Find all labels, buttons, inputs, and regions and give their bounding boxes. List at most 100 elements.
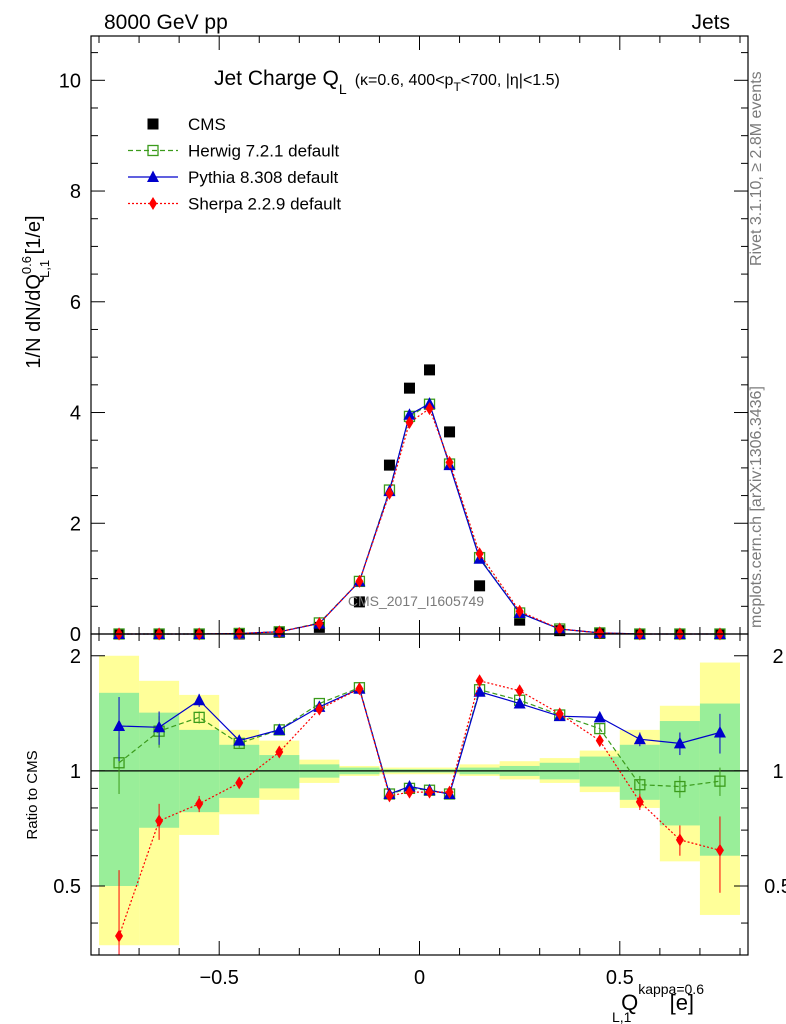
- x-label-text: Q: [621, 990, 638, 1015]
- ratio-data-point: [425, 785, 434, 799]
- mcplots-credit-label: mcplots.cern.ch [arXiv:1306.3436]: [748, 386, 765, 628]
- ratio-data-point: [473, 685, 486, 697]
- main-y-tick-label: 8: [70, 181, 81, 203]
- ratio-data-point: [714, 775, 726, 787]
- main-y-tick-label: 4: [70, 403, 81, 425]
- ratio-data-point: [634, 779, 646, 791]
- x-tick-label: 0.5: [606, 967, 634, 989]
- ratio-data-point: [593, 710, 606, 723]
- ratio-y-tick-label: 1: [772, 761, 783, 783]
- main-data-point: [403, 382, 415, 394]
- ratio-y-tick-label: 2: [70, 646, 81, 668]
- ratio-data-point: [153, 720, 166, 733]
- ratio-data-point: [233, 734, 246, 746]
- ratio-data-point: [193, 693, 206, 706]
- main-data-point: [425, 402, 434, 416]
- main-data-point: [555, 622, 564, 636]
- ratio-data-point: [235, 776, 244, 790]
- plot-title-main: Jet Charge Q: [214, 67, 339, 90]
- ratio-series-line: [119, 687, 721, 795]
- legend: CMS Herwig 7.2.1 default Pythia 8.308 defa…: [128, 115, 341, 214]
- ratio-data-point: [594, 722, 606, 735]
- main-y-tick-label: 10: [59, 70, 81, 92]
- header-process-label: Jets: [691, 11, 730, 34]
- main-data-point: [405, 415, 414, 429]
- plot-title-cut-start: (κ=0.6, 400<p: [355, 72, 454, 89]
- legend-entry: Herwig 7.2.1 default: [128, 142, 339, 161]
- green-band-bin: [259, 755, 300, 789]
- plot-title-cut-end: <700, |η|<1.5): [461, 72, 560, 89]
- ratio-series-sherpa: [115, 674, 724, 955]
- ratio-data-point: [115, 929, 124, 943]
- ratio-data-point: [595, 734, 604, 748]
- main-y-label-text: 1/N dN/dQ: [23, 274, 45, 368]
- legend-marker: [147, 118, 159, 130]
- ratio-data-point: [113, 719, 126, 732]
- legend-entry: CMS: [147, 115, 226, 134]
- x-label-subscript: L,1: [612, 1009, 632, 1024]
- plot-title-cut-subscript: T: [453, 80, 461, 94]
- x-label-unit: [e]: [663, 990, 694, 1015]
- ratio-data-point: [515, 684, 524, 698]
- ratio-data-point: [675, 833, 684, 847]
- legend-label: Pythia 8.308 default: [188, 168, 339, 187]
- plot-title-subscript: L: [339, 81, 347, 97]
- main-data-point: [353, 596, 365, 608]
- main-data-point: [514, 614, 526, 626]
- main-data-point: [315, 616, 324, 630]
- main-data-point: [403, 408, 416, 420]
- x-label-superscript: kappa=0.6: [638, 981, 704, 997]
- main-data-point: [275, 625, 284, 639]
- main-data-point: [383, 459, 395, 471]
- main-y-label-subscript: L,1: [37, 260, 52, 278]
- rivet-version-label: Rivet 3.1.10, ≥ 2.8M events: [748, 71, 765, 266]
- main-data-point: [515, 604, 524, 618]
- ratio-y-tick-label: 0.5: [764, 876, 786, 898]
- ratio-data-point: [405, 785, 414, 799]
- legend-marker: [147, 144, 159, 157]
- x-tick-label: 0: [414, 967, 425, 989]
- main-y-axis-label: 1/N dN/dQ0.6 L,1 [1/e]: [19, 215, 52, 368]
- main-data-point: [474, 580, 486, 592]
- ratio-data-point: [315, 702, 324, 716]
- ratio-data-point: [155, 814, 164, 828]
- legend-label: Herwig 7.2.1 default: [188, 142, 339, 161]
- ratio-data-point: [385, 789, 394, 803]
- legend-entry: Pythia 8.308 default: [128, 168, 339, 187]
- ratio-data-point: [513, 697, 526, 709]
- ratio-data-point: [635, 795, 644, 809]
- ratio-panel-series: [113, 674, 726, 955]
- main-data-point: [595, 626, 604, 640]
- legend-marker: [149, 197, 157, 210]
- ratio-data-point: [633, 732, 646, 745]
- ratio-data-point: [355, 682, 364, 696]
- main-y-label-unit: [1/e]: [23, 215, 45, 259]
- ratio-y-tick-label: 1: [70, 761, 81, 783]
- main-y-tick-label: 6: [70, 292, 81, 314]
- ratio-data-point: [674, 780, 686, 793]
- x-tick-label: −0.5: [199, 967, 238, 989]
- legend-entry: Sherpa 2.2.9 default: [128, 195, 341, 214]
- main-y-label-superscript: 0.6: [19, 256, 34, 274]
- plot-title: Jet Charge QL (κ=0.6, 400<pT<700, |η|<1.5…: [214, 67, 560, 97]
- main-data-point: [385, 486, 394, 500]
- main-y-tick-label: 0: [70, 624, 81, 646]
- ratio-data-point: [673, 736, 686, 749]
- main-data-point: [445, 455, 454, 469]
- ratio-data-point: [713, 725, 726, 738]
- legend-label: CMS: [188, 115, 226, 134]
- ratio-series-line: [118, 686, 721, 795]
- legend-label: Sherpa 2.2.9 default: [188, 195, 341, 214]
- ratio-y-axis-label: Ratio to CMS: [24, 750, 41, 839]
- ratio-data-point: [555, 707, 564, 721]
- ratio-data-point: [715, 843, 724, 857]
- main-data-point: [424, 364, 436, 376]
- ratio-data-point: [193, 711, 205, 724]
- ratio-uncertainty-bands: [99, 655, 740, 946]
- analysis-watermark: CMS_2017_I1605749: [348, 593, 484, 609]
- legend-marker: [147, 170, 159, 182]
- main-data-point: [355, 574, 364, 588]
- ratio-data-point: [195, 797, 204, 811]
